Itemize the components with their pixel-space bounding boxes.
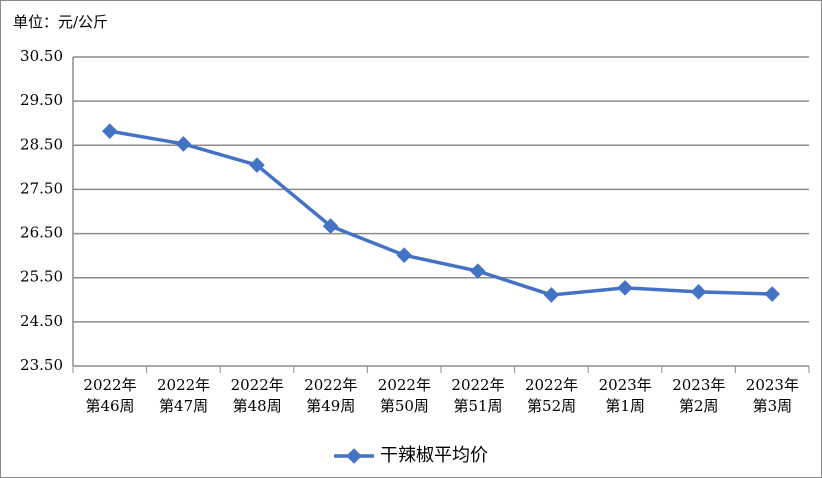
line (109, 129, 773, 297)
x-tick-label: 2022年 第49周 (304, 376, 358, 415)
x-tick-label: 2022年 第52周 (525, 376, 579, 415)
x-tick-label: 2023年 第2周 (672, 376, 726, 415)
marker (396, 247, 412, 263)
y-tick-label: 25.50 (20, 268, 63, 286)
y-tick-label: 29.50 (20, 91, 63, 109)
marker (764, 286, 780, 302)
marker (322, 218, 339, 234)
marker (102, 123, 118, 139)
legend-marker (346, 448, 362, 464)
x-tick-label: 2022年 第51周 (451, 376, 505, 415)
y-tick-label: 24.50 (20, 312, 63, 330)
x-tick-label: 2023年 第3周 (745, 376, 799, 415)
y-tick-label: 28.50 (20, 135, 63, 153)
marker (249, 157, 265, 173)
marker (543, 287, 560, 303)
x-tick-label: 2022年 第50周 (377, 376, 431, 415)
y-tick-label: 27.50 (20, 179, 63, 197)
x-tick-label: 2022年 第48周 (230, 376, 284, 415)
y-tick-label: 30.50 (20, 47, 63, 65)
y-tick-label: 26.50 (20, 224, 63, 242)
unit-label: 单位：元/公斤 (13, 13, 108, 31)
marker (470, 263, 486, 279)
y-tick-label: 23.50 (20, 356, 63, 374)
marker (690, 284, 707, 300)
x-tick-label: 2023年 第1周 (598, 376, 652, 415)
legend-label: 干辣椒平均价 (380, 445, 488, 466)
marker (617, 280, 633, 296)
x-tick-label: 2022年 第46周 (83, 376, 137, 415)
x-tick-label: 2022年 第47周 (157, 376, 211, 415)
marker (175, 136, 192, 152)
